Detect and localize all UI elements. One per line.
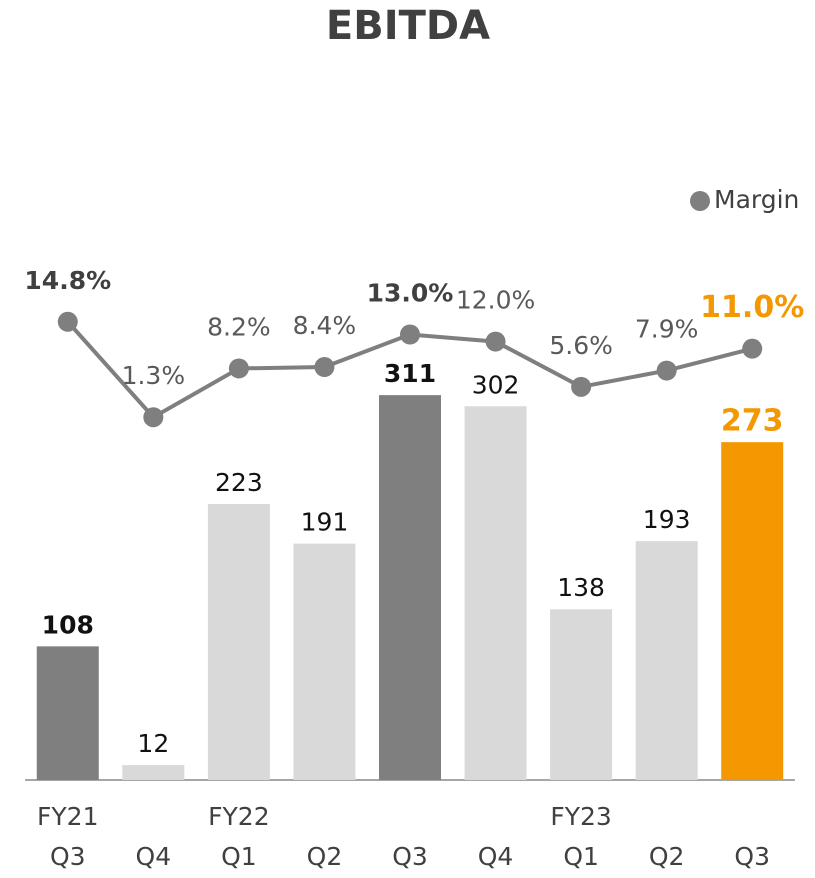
x-tick-label: Q4 [136,842,172,871]
legend-marker [690,191,710,211]
bar [379,395,441,780]
margin-label: 7.9% [635,315,699,344]
margin-label: 14.8% [24,266,111,295]
legend-label: Margin [714,185,799,214]
margin-point [485,331,506,352]
bar [635,541,698,780]
x-tick-label: Q4 [478,842,514,871]
bar-label: 273 [721,404,784,439]
margin-label: 13.0% [367,279,454,308]
bar-label: 302 [472,370,520,399]
bar [550,609,613,780]
bar [721,442,784,780]
bar [293,543,356,780]
bar-label: 108 [42,610,94,639]
bar [122,765,185,780]
bar [207,504,270,780]
x-tick-label: Q1 [221,842,257,871]
x-tick-label: Q3 [734,842,770,871]
bar-label: 311 [384,359,436,388]
bar-label: 12 [137,729,169,758]
margin-point [400,324,420,345]
chart-title: EBITDA [326,3,490,49]
margin-label: 1.3% [122,361,186,390]
margin-point [228,358,249,379]
x-tick-label: Q2 [649,842,685,871]
margin-point [314,357,335,378]
x-group-label: FY22 [208,802,269,831]
margin-label: 12.0% [456,286,535,315]
margin-label: 8.4% [293,311,357,340]
margin-label: 11.0% [700,290,804,325]
x-group-label: FY23 [550,802,611,831]
x-tick-label: Q1 [563,842,599,871]
bar-label: 193 [643,505,691,534]
bar [464,406,527,780]
bar-label: 191 [301,508,349,537]
margin-label: 8.2% [207,312,271,341]
margin-label: 5.6% [549,331,613,360]
x-tick-label: Q3 [392,842,428,871]
bar [36,646,99,780]
margin-point [143,407,164,428]
margin-point [656,360,677,381]
x-tick-label: Q2 [307,842,343,871]
margin-point [571,376,592,397]
margin-point [57,311,78,332]
margin-point [742,338,763,359]
x-group-label: FY21 [37,802,98,831]
x-tick-label: Q3 [50,842,86,871]
bar-label: 138 [557,573,605,602]
bar-label: 223 [215,468,263,497]
